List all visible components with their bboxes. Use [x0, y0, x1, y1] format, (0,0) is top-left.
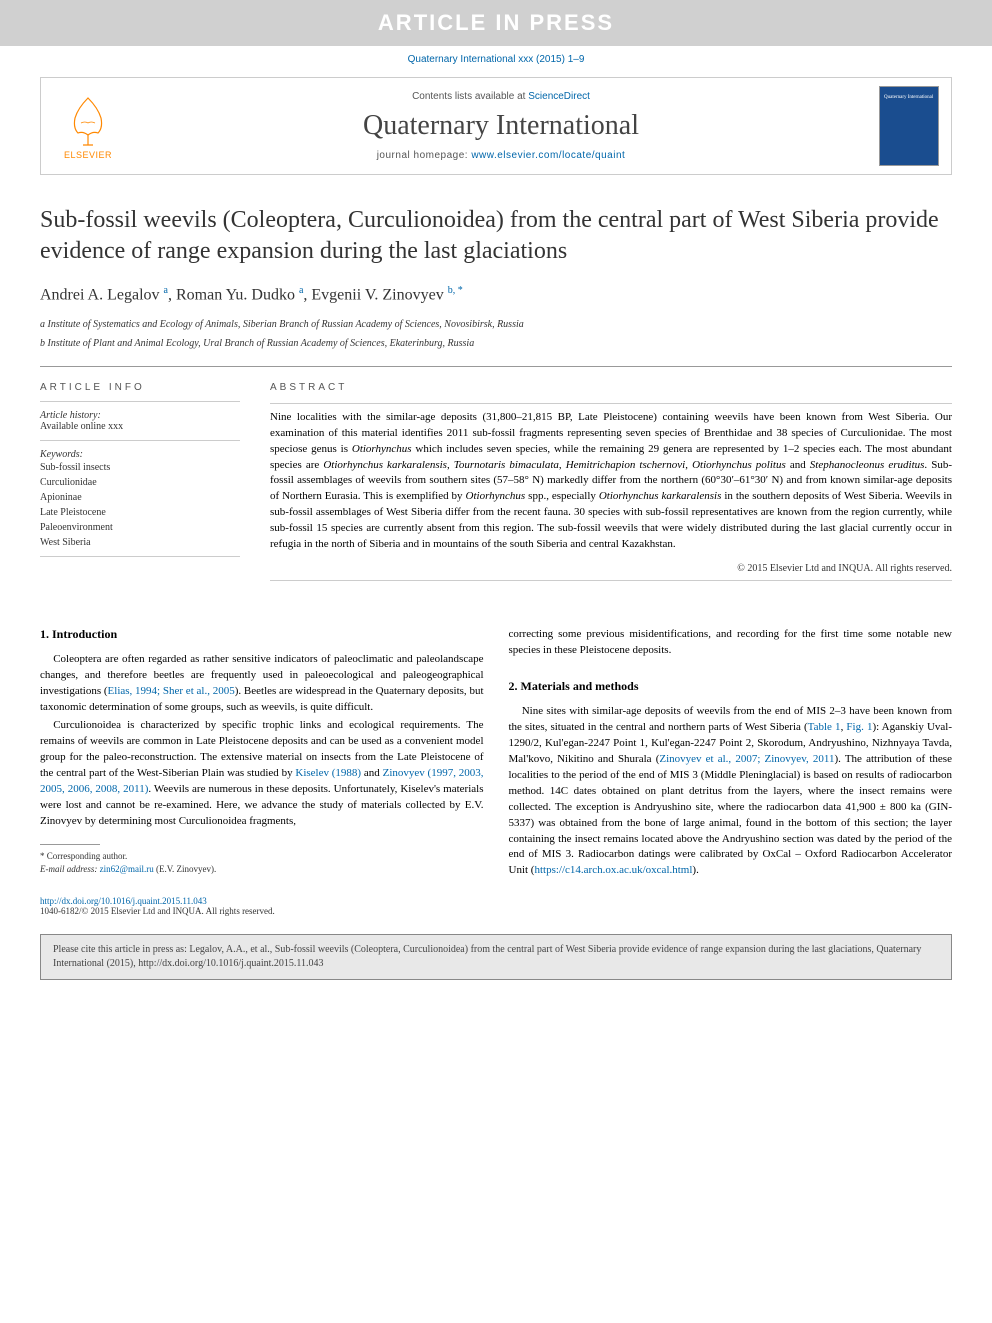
- info-abstract-row: ARTICLE INFO Article history: Available …: [40, 382, 952, 587]
- text: ).: [692, 864, 698, 876]
- footnote-separator: [40, 844, 100, 845]
- homepage-prefix: journal homepage:: [377, 150, 472, 161]
- text: ). The attribution of these localities t…: [509, 753, 953, 877]
- article-history-label: Article history:: [40, 410, 240, 421]
- article-info-column: ARTICLE INFO Article history: Available …: [40, 382, 240, 587]
- body-columns: 1. Introduction Coleoptera are often reg…: [0, 602, 992, 891]
- article-front-matter: Sub-fossil weevils (Coleoptera, Curculio…: [0, 175, 992, 602]
- citation-box: Please cite this article in press as: Le…: [40, 934, 952, 980]
- journal-cover-thumbnail: Quaternary International: [879, 86, 939, 166]
- journal-reference: Quaternary International xxx (2015) 1–9: [0, 46, 992, 77]
- article-in-press-banner: ARTICLE IN PRESS: [0, 0, 992, 46]
- info-divider: [40, 556, 240, 557]
- article-history-text: Available online xxx: [40, 421, 240, 432]
- divider: [40, 366, 952, 367]
- elsevier-tree-icon: [63, 93, 113, 148]
- keywords-label: Keywords:: [40, 449, 240, 460]
- abstract-divider: [270, 403, 952, 404]
- elsevier-label: ELSEVIER: [64, 150, 112, 160]
- elsevier-logo: ELSEVIER: [53, 86, 123, 166]
- issn-copyright: 1040-6182/© 2015 Elsevier Ltd and INQUA.…: [40, 906, 275, 916]
- affiliation-a: a Institute of Systematics and Ecology o…: [40, 317, 952, 332]
- email-suffix: (E.V. Zinovyev).: [154, 864, 217, 874]
- article-title: Sub-fossil weevils (Coleoptera, Curculio…: [40, 205, 952, 267]
- contents-available-line: Contents lists available at ScienceDirec…: [123, 91, 879, 102]
- text: and: [361, 767, 382, 779]
- journal-name: Quaternary International: [123, 110, 879, 142]
- section-2-heading: 2. Materials and methods: [509, 679, 953, 694]
- email-label: E-mail address:: [40, 864, 100, 874]
- info-divider: [40, 401, 240, 402]
- sciencedirect-link[interactable]: ScienceDirect: [528, 91, 590, 102]
- doi-block: http://dx.doi.org/10.1016/j.quaint.2015.…: [0, 891, 992, 926]
- ref-link-elias[interactable]: Elias, 1994; Sher et al., 2005: [108, 685, 235, 697]
- corr-email-link[interactable]: zin62@mail.ru: [100, 864, 154, 874]
- corr-email-line: E-mail address: zin62@mail.ru (E.V. Zino…: [40, 863, 484, 876]
- journal-header: ELSEVIER Contents lists available at Sci…: [40, 77, 952, 175]
- cover-text: Quaternary International: [884, 95, 934, 100]
- abstract-divider: [270, 580, 952, 581]
- contents-prefix: Contents lists available at: [412, 91, 528, 102]
- article-info-header: ARTICLE INFO: [40, 382, 240, 393]
- abstract-column: ABSTRACT Nine localities with the simila…: [270, 382, 952, 587]
- abstract-text: Nine localities with the similar-age dep…: [270, 410, 952, 553]
- ref-link-fig1[interactable]: Fig. 1: [846, 721, 872, 733]
- corr-author-label: * Corresponding author.: [40, 850, 484, 863]
- abstract-copyright: © 2015 Elsevier Ltd and INQUA. All right…: [270, 563, 952, 574]
- journal-header-center: Contents lists available at ScienceDirec…: [123, 91, 879, 161]
- keywords-list: Sub-fossil insectsCurculionidaeApioninae…: [40, 460, 240, 550]
- ref-link-table1[interactable]: Table 1: [808, 721, 841, 733]
- ref-link-oxcal[interactable]: https://c14.arch.ox.ac.uk/oxcal.html: [534, 864, 692, 876]
- info-divider: [40, 440, 240, 441]
- abstract-header: ABSTRACT: [270, 382, 952, 393]
- right-column: correcting some previous misidentificati…: [509, 627, 953, 881]
- section-1-heading: 1. Introduction: [40, 627, 484, 642]
- authors-line: Andrei A. Legalov a, Roman Yu. Dudko a, …: [40, 285, 952, 304]
- methods-para-1: Nine sites with similar-age deposits of …: [509, 704, 953, 879]
- left-column: 1. Introduction Coleoptera are often reg…: [40, 627, 484, 881]
- intro-para-2-continued: correcting some previous misidentificati…: [509, 627, 953, 659]
- intro-para-1: Coleoptera are often regarded as rather …: [40, 652, 484, 716]
- ref-link-zinovyev-2007[interactable]: Zinovyev et al., 2007; Zinovyev, 2011: [659, 753, 834, 765]
- ref-link-kiselev[interactable]: Kiselev (1988): [295, 767, 361, 779]
- affiliation-b: b Institute of Plant and Animal Ecology,…: [40, 336, 952, 351]
- intro-para-2: Curculionoidea is characterized by speci…: [40, 718, 484, 830]
- doi-link[interactable]: http://dx.doi.org/10.1016/j.quaint.2015.…: [40, 896, 207, 906]
- journal-homepage-link[interactable]: www.elsevier.com/locate/quaint: [471, 150, 625, 161]
- corresponding-author-footnote: * Corresponding author. E-mail address: …: [40, 850, 484, 875]
- journal-homepage-line: journal homepage: www.elsevier.com/locat…: [123, 150, 879, 161]
